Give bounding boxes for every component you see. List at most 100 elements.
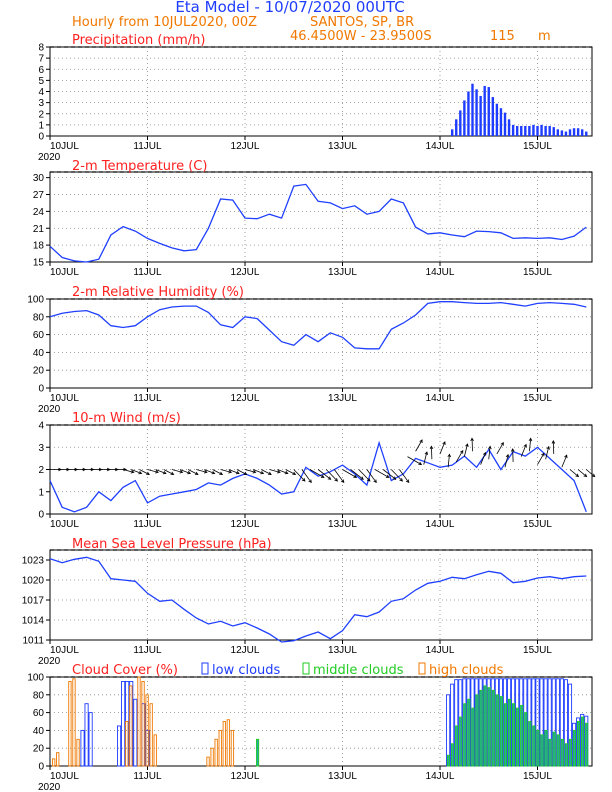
wind-arrow: [212, 469, 223, 475]
wind-arrow-head: [292, 471, 297, 475]
x-tick-label: 13JUL: [328, 141, 357, 152]
precip-bar: [520, 125, 523, 136]
x-tick-label: 15JUL: [523, 771, 552, 782]
wind-arrow-head: [243, 471, 248, 475]
plot-frame: [49, 549, 593, 641]
legend-mid-swatch: [302, 662, 310, 675]
wind-arrow: [196, 469, 207, 473]
cloud-mid-bar: [528, 721, 532, 767]
wind-arrow: [480, 452, 486, 465]
cloud-high-bar: [149, 703, 153, 767]
plot-frame: [49, 298, 593, 389]
wind-arrow: [171, 469, 183, 473]
y-tick-label: 0: [38, 132, 44, 143]
x-tick-label: 12JUL: [231, 771, 260, 782]
x-tick-label: 11JUL: [133, 771, 162, 782]
cloud-mid-bar: [516, 707, 520, 767]
chart-title: Eta Model - 10/07/2020 00UTC: [175, 0, 404, 16]
cloud-mid-bar: [463, 703, 467, 767]
chart-subtitle: Hourly from 10JUL2020, 00Z: [72, 15, 257, 30]
cloud-mid-bar: [479, 689, 483, 767]
y-tick-label: 100: [27, 295, 44, 306]
location-label: SANTOS, SP, BR: [310, 15, 414, 30]
precip-bar: [556, 129, 560, 136]
wind-arrow: [309, 469, 325, 478]
wind-arrow: [179, 469, 191, 474]
cloud-mid-bar: [471, 707, 475, 767]
wind-arrow: [285, 469, 296, 475]
x-tick-label: 10JUL: [50, 393, 79, 404]
cloud-mid-bar: [507, 698, 512, 767]
wind-arrow-head: [541, 452, 545, 457]
precip-bar: [515, 125, 519, 136]
series-line: [49, 440, 587, 513]
wind-arrow: [447, 454, 450, 468]
x-year-label: 2020: [38, 782, 61, 792]
cloud-mid-bar: [568, 738, 572, 767]
wind-arrow: [488, 446, 491, 460]
wind-arrow-head: [564, 454, 568, 459]
precip-bar: [564, 131, 568, 136]
wind-arrow-head: [130, 470, 135, 474]
cloud-mid-bar: [524, 712, 528, 767]
wind-arrow-head: [546, 445, 550, 450]
wind-arrow-head: [465, 443, 469, 448]
cloud-mid-bar: [483, 685, 487, 767]
precip-bar: [455, 119, 458, 136]
wind-arrow-head: [138, 470, 143, 475]
wind-arrow: [407, 456, 422, 465]
cloud-high-bar: [210, 747, 214, 767]
precip-bar: [467, 91, 470, 136]
wind-arrow: [415, 439, 423, 452]
wind-arrow-head: [523, 443, 527, 448]
precip-bar: [487, 87, 490, 136]
cloud-high-bar: [56, 752, 60, 767]
wind-arrow-head: [419, 439, 423, 443]
wind-arrow-head: [551, 440, 556, 444]
precip-bar: [576, 128, 580, 136]
panel-title: Precipitation (mm/h): [72, 33, 205, 48]
x-tick-label: 15JUL: [523, 519, 552, 530]
wind-arrow: [139, 469, 150, 475]
precip-bar: [479, 95, 482, 136]
y-tick-label: 5: [38, 76, 44, 87]
cloud-low-bar: [80, 729, 85, 767]
precip-bar: [495, 103, 499, 136]
wind-arrow: [439, 441, 446, 455]
cloud-high-bar: [222, 721, 226, 767]
wind-arrow: [585, 469, 595, 477]
wind-arrow-head: [284, 470, 289, 475]
cloud-mid-bar: [560, 738, 564, 767]
wind-arrow-head: [505, 453, 510, 458]
wind-arrow-head: [500, 441, 504, 446]
legend-low-swatch: [201, 662, 209, 675]
x-tick-label: 11JUL: [133, 519, 162, 530]
precip-bar: [544, 125, 547, 136]
x-tick-label: 14JUL: [426, 141, 455, 152]
x-tick-label: 15JUL: [523, 267, 552, 278]
cloud-mid-bar: [532, 725, 536, 767]
wind-arrow-head: [385, 474, 390, 478]
wind-arrow-head: [219, 471, 224, 475]
wind-arrow: [317, 469, 331, 480]
panel-title: 2-m Temperature (C): [72, 159, 207, 174]
y-tick-label: 27: [33, 190, 45, 201]
precip-bar: [540, 124, 543, 136]
wind-arrow: [561, 455, 568, 468]
precip-bar: [463, 100, 466, 136]
cloud-mid-bar: [446, 754, 451, 767]
wind-arrow: [577, 469, 587, 477]
y-tick-label: 4: [38, 421, 44, 432]
wind-arrow-head: [327, 476, 332, 480]
cloud-mid-bar: [459, 716, 463, 767]
wind-arrow: [123, 469, 134, 473]
y-tick-label: 2: [38, 109, 44, 120]
y-tick-label: 30: [33, 173, 45, 184]
y-tick-label: 2: [38, 465, 44, 476]
precip-bar: [536, 125, 539, 136]
cloud-low-bar: [133, 698, 138, 767]
wind-arrow: [220, 469, 232, 473]
cloud-high-bar: [218, 729, 222, 767]
elevation-value: 115: [490, 29, 515, 44]
